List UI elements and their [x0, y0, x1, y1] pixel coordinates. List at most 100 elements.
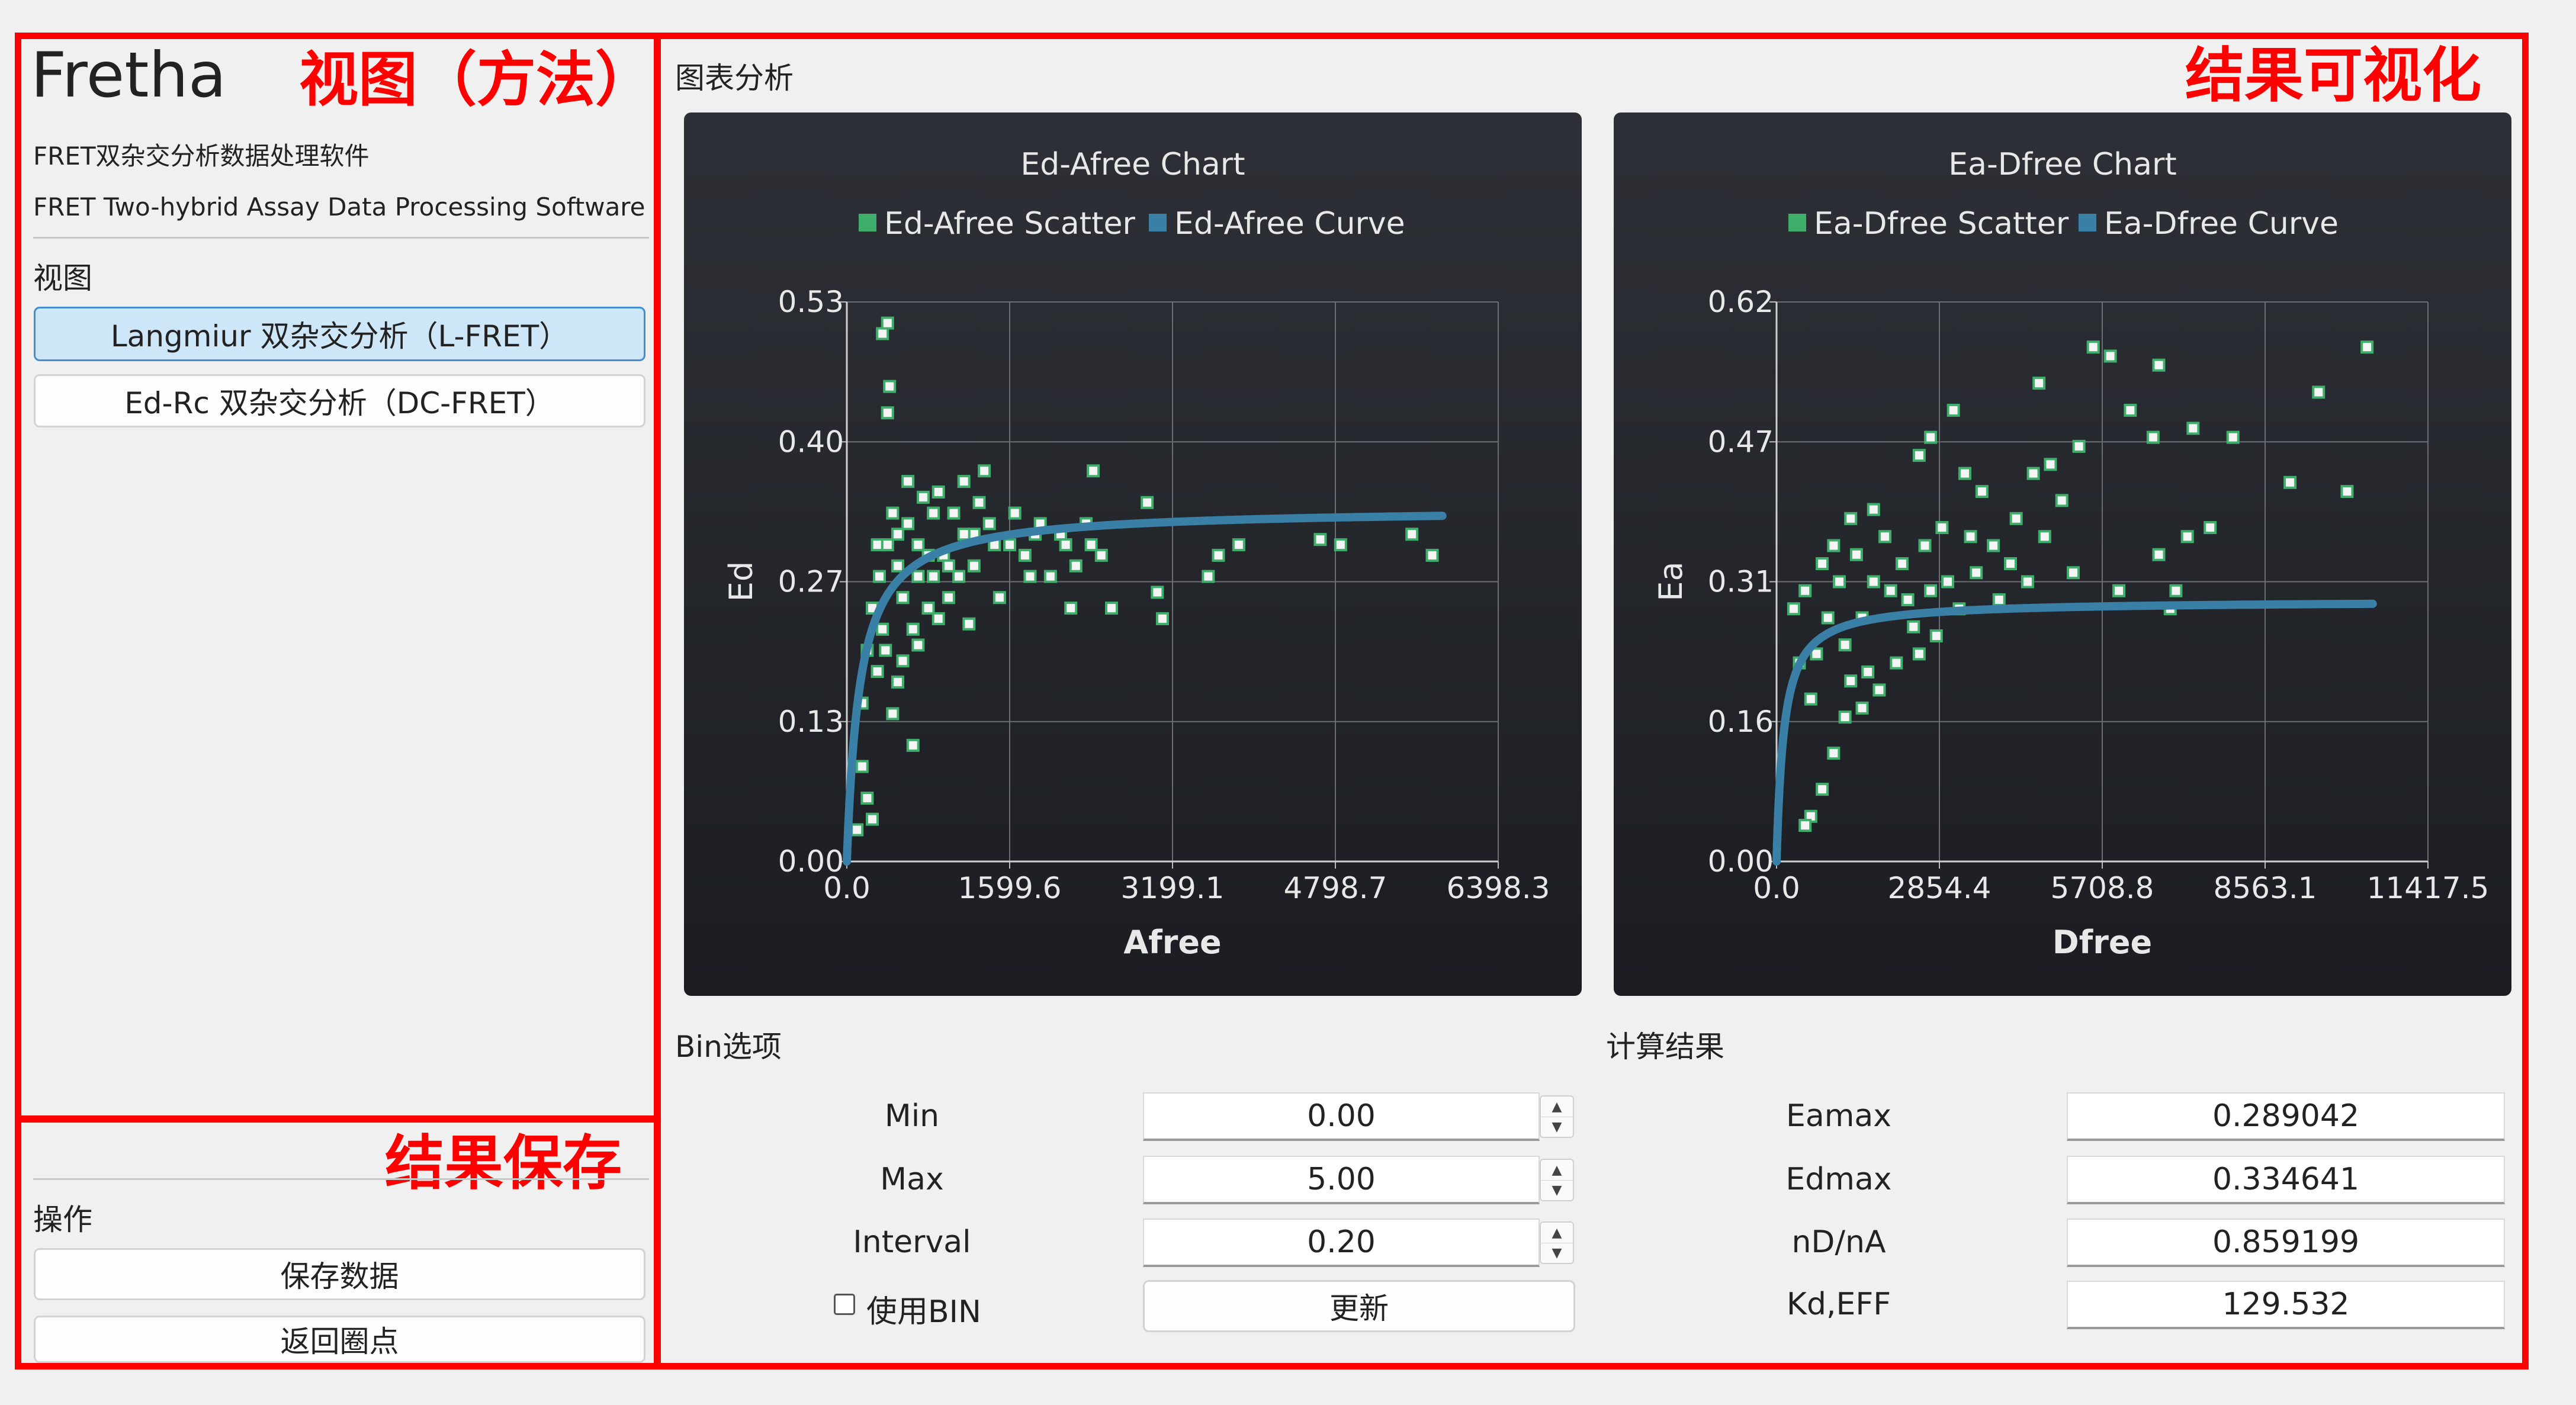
- legend-curve-label: Ed-Afree Curve: [1174, 206, 1405, 242]
- scatter-point: [1827, 747, 1841, 760]
- scatter-point: [1043, 570, 1057, 583]
- chart-title: Ed-Afree Chart: [1020, 147, 1245, 182]
- scatter-point: [1987, 539, 2000, 552]
- view-dc-fret-button[interactable]: Ed-Rc 双杂交分析（DC-FRET）: [34, 374, 645, 427]
- scatter-point: [886, 707, 900, 721]
- edmax-value: 0.334641: [2067, 1156, 2505, 1204]
- scatter-point: [901, 517, 915, 531]
- scatter-point: [1059, 538, 1072, 552]
- app-title: Fretha: [31, 39, 227, 111]
- legend-curve-label: Ea-Dfree Curve: [2104, 206, 2339, 242]
- save-data-button[interactable]: 保存数据: [34, 1248, 645, 1300]
- scatter-point: [850, 823, 864, 837]
- min-spinner[interactable]: ▲ ▼: [1540, 1095, 1574, 1138]
- scatter-point: [906, 622, 920, 636]
- scatter-point: [1838, 710, 1852, 724]
- scatter-point: [1861, 665, 1875, 679]
- scatter-point: [916, 490, 930, 504]
- max-label: Max: [880, 1162, 944, 1197]
- scatter-point: [2044, 458, 2057, 471]
- x-tick-label: 2854.4: [1888, 871, 1992, 905]
- scatter-point: [1918, 539, 1932, 552]
- update-button[interactable]: 更新: [1143, 1280, 1575, 1332]
- min-label: Min: [884, 1098, 940, 1134]
- use-bin-checkbox[interactable]: [834, 1294, 855, 1315]
- y-tick-label: 0.27: [778, 565, 844, 599]
- scatter-point: [1924, 430, 1938, 444]
- chevron-down-icon[interactable]: ▼: [1552, 1120, 1562, 1134]
- scatter-point: [1884, 584, 1897, 597]
- max-spinner[interactable]: ▲ ▼: [1540, 1159, 1574, 1201]
- ops-divider: [33, 1178, 649, 1180]
- scatter-point: [1104, 602, 1118, 615]
- use-bin-label[interactable]: 使用BIN: [866, 1294, 981, 1330]
- ops-section-label: 操作: [33, 1203, 92, 1237]
- scatter-point: [947, 506, 961, 520]
- max-input[interactable]: 5.00: [1143, 1156, 1540, 1204]
- interval-spinner[interactable]: ▲ ▼: [1540, 1221, 1574, 1264]
- eamax-value: 0.289042: [2067, 1092, 2505, 1141]
- scatter-point: [2021, 575, 2034, 589]
- kd-eff-label: Kd,EFF: [1786, 1287, 1891, 1322]
- view-l-fret-button[interactable]: Langmiur 双杂交分析（L-FRET）: [34, 307, 645, 361]
- scatter-point: [932, 485, 945, 499]
- chevron-up-icon[interactable]: ▲: [1541, 1160, 1573, 1181]
- scatter-point: [957, 475, 971, 488]
- scatter-point: [957, 528, 971, 541]
- scatter-point: [1844, 674, 1858, 688]
- scatter-point: [876, 622, 889, 636]
- nd-na-value: 0.859199: [2067, 1218, 2505, 1267]
- scatter-point: [1018, 548, 1032, 562]
- chevron-up-icon[interactable]: ▲: [1541, 1097, 1573, 1117]
- y-axis-label: Ea: [1652, 561, 1690, 601]
- scatter-point: [1935, 521, 1949, 535]
- x-axis-label: Afree: [1123, 924, 1221, 961]
- scatter-point: [962, 617, 976, 631]
- scatter-point: [2112, 584, 2126, 597]
- legend-scatter-swatch: [859, 214, 876, 232]
- scatter-point: [1878, 530, 1892, 544]
- scatter-point: [1064, 602, 1078, 615]
- scatter-point: [942, 591, 955, 605]
- chevron-down-icon[interactable]: ▼: [1552, 1246, 1562, 1261]
- scatter-point: [1816, 557, 1829, 571]
- scatter-point: [1941, 575, 1955, 589]
- scatter-point: [978, 464, 991, 478]
- app-subtitle-cn: FRET双杂交分析数据处理软件: [33, 142, 370, 171]
- y-tick-label: 0.47: [1708, 425, 1774, 459]
- scatter-point: [1232, 538, 1245, 552]
- y-tick-label: 0.00: [1708, 844, 1774, 879]
- scatter-point: [1313, 533, 1327, 546]
- scatter-point: [1832, 575, 1846, 589]
- y-tick-label: 0.13: [778, 705, 844, 739]
- back-to-points-button[interactable]: 返回圈点: [34, 1316, 645, 1363]
- scatter-point: [865, 812, 879, 826]
- scatter-point: [1975, 485, 1989, 499]
- scatter-point: [1970, 566, 1983, 580]
- scatter-point: [1844, 512, 1858, 525]
- scatter-point: [2312, 385, 2326, 399]
- scatter-point: [860, 792, 874, 805]
- scatter-point: [2180, 530, 2194, 544]
- scatter-point: [911, 538, 925, 552]
- visualization-panel: [654, 33, 2529, 1369]
- scatter-point: [2152, 548, 2166, 561]
- chevron-down-icon[interactable]: ▼: [1552, 1183, 1562, 1198]
- scatter-point: [881, 538, 894, 552]
- y-tick-label: 0.31: [1708, 565, 1774, 599]
- annotation-visualization: 结果可视化: [2185, 41, 2481, 110]
- y-tick-label: 0.62: [1708, 285, 1774, 319]
- scatter-point: [1947, 403, 1960, 417]
- legend-scatter-label: Ed-Afree Scatter: [884, 206, 1135, 242]
- nd-na-label: nD/nA: [1791, 1224, 1886, 1260]
- min-input[interactable]: 0.00: [1143, 1092, 1540, 1141]
- scatter-point: [942, 559, 955, 573]
- chevron-up-icon[interactable]: ▲: [1541, 1223, 1573, 1243]
- x-tick-label: 0.0: [1753, 871, 1800, 905]
- scatter-point: [2360, 340, 2374, 354]
- scatter-point: [2086, 340, 2100, 354]
- scatter-point: [883, 380, 897, 393]
- interval-input[interactable]: 0.20: [1143, 1218, 1540, 1267]
- y-tick-label: 0.53: [778, 285, 844, 319]
- scatter-point: [1023, 570, 1037, 583]
